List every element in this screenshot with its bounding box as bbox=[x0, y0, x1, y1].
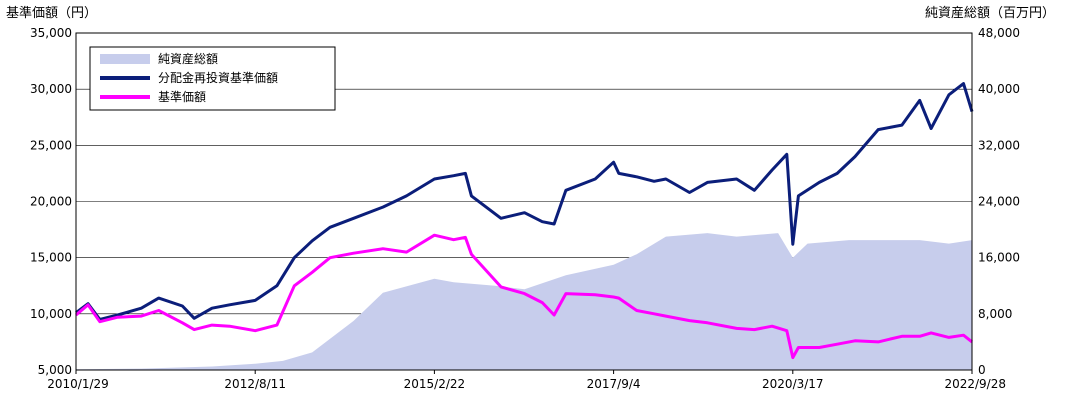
left-tick-label: 25,000 bbox=[30, 138, 72, 152]
right-tick-label: 8,000 bbox=[978, 307, 1012, 321]
x-tick-label: 2015/2/22 bbox=[404, 377, 466, 391]
right-tick-label: 48,000 bbox=[978, 26, 1020, 40]
plot-frame bbox=[75, 32, 973, 371]
right-tick-label: 0 bbox=[978, 363, 986, 377]
left-axis: 5,000 10,000 15,000 20,000 25,000 30,000 35,00… bbox=[30, 26, 72, 377]
right-axis: 0 8,000 16,000 24,000 32,000 40,000 48,000 bbox=[978, 26, 1020, 377]
x-axis: 2010/1/29 2012/8/11 2015/2/22 2017/9/4 2020/… bbox=[47, 370, 1006, 391]
x-tick-label: 2017/9/4 bbox=[587, 377, 641, 391]
x-tick-label: 2010/1/29 bbox=[47, 377, 109, 391]
left-tick-label: 30,000 bbox=[30, 82, 72, 96]
series-area-net-assets bbox=[76, 233, 972, 370]
left-tick-label: 35,000 bbox=[30, 26, 72, 40]
legend-label: 純資産総額 bbox=[158, 51, 218, 66]
series-line-reinvested-nav bbox=[75, 82, 974, 321]
right-tick-label: 32,000 bbox=[978, 138, 1020, 152]
right-axis-title: 純資産総額（百万円） bbox=[925, 5, 1055, 21]
legend-swatch bbox=[100, 54, 150, 64]
legend-label: 分配金再投資基準価額 bbox=[158, 70, 278, 85]
series-line-nav bbox=[75, 233, 973, 360]
right-tick-label: 16,000 bbox=[978, 251, 1020, 265]
area-layer bbox=[76, 233, 972, 370]
x-tick-label: 2020/3/17 bbox=[762, 377, 824, 391]
left-tick-label: 10,000 bbox=[30, 307, 72, 321]
left-tick-label: 15,000 bbox=[30, 251, 72, 265]
x-tick-label: 2022/9/28 bbox=[944, 377, 1006, 391]
line-layer bbox=[75, 82, 974, 360]
left-tick-label: 5,000 bbox=[38, 363, 72, 377]
x-tick-label: 2012/8/11 bbox=[224, 377, 286, 391]
legend-label: 基準価額 bbox=[158, 89, 206, 104]
left-tick-label: 20,000 bbox=[30, 195, 72, 209]
left-axis-title: 基準価額（円） bbox=[6, 5, 97, 21]
right-tick-label: 40,000 bbox=[978, 82, 1020, 96]
right-tick-label: 24,000 bbox=[978, 195, 1020, 209]
